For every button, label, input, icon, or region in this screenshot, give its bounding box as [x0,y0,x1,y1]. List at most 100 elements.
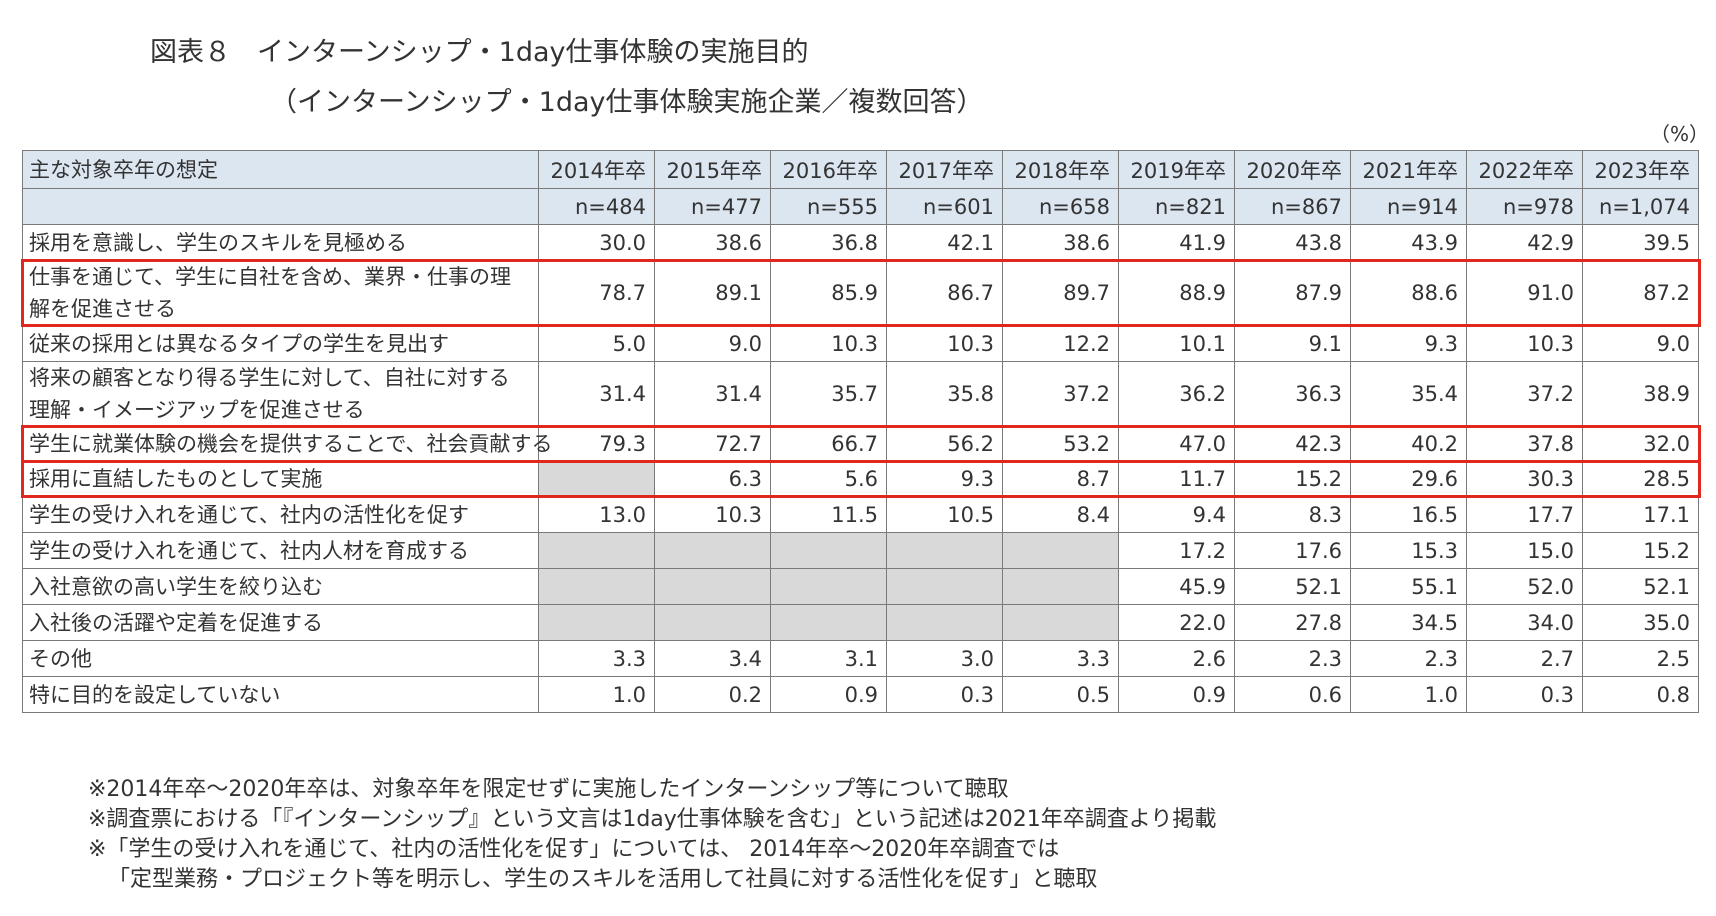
year-header: 2019年卒 [1118,150,1235,189]
sample-size-cell: n=601 [886,188,1003,225]
year-header: 2014年卒 [538,150,655,189]
figure-number: 図表８ [150,37,231,68]
sample-size-cell: n=978 [1466,188,1583,225]
empty-cell [886,532,1003,569]
sample-size-cell: n=914 [1350,188,1467,225]
value-cell: 10.3 [654,496,771,533]
value-cell: 8.7 [1002,461,1119,497]
value-cell: 9.3 [1350,325,1467,362]
value-cell: 36.8 [770,224,887,261]
table-row: その他 3.3 3.4 3.1 3.0 3.3 2.6 2.3 2.3 2.7 2.5 [22,640,1699,677]
row-label: 入社意欲の高い学生を絞り込む [22,568,539,605]
empty-cell [886,604,1003,641]
value-cell: 15.2 [1234,461,1351,497]
value-cell: 0.8 [1582,676,1699,713]
value-cell: 35.7 [770,361,887,427]
year-header: 2015年卒 [654,150,771,189]
value-cell: 55.1 [1350,568,1467,605]
value-cell: 86.7 [886,260,1003,326]
value-cell: 40.2 [1350,426,1467,462]
value-cell: 47.0 [1118,426,1235,462]
value-cell: 0.3 [1466,676,1583,713]
year-header: 2016年卒 [770,150,887,189]
value-cell: 85.9 [770,260,887,326]
value-cell: 27.8 [1234,604,1351,641]
value-cell: 17.6 [1234,532,1351,569]
year-header: 2018年卒 [1002,150,1119,189]
table-row: 学生に就業体験の機会を提供することで、社会貢献する 79.3 72.7 66.7 56.… [22,426,1699,462]
value-cell: 17.7 [1466,496,1583,533]
value-cell: 43.9 [1350,224,1467,261]
sample-size-cell: n=821 [1118,188,1235,225]
value-cell: 11.5 [770,496,887,533]
value-cell: 9.1 [1234,325,1351,362]
value-cell: 37.8 [1466,426,1583,462]
value-cell: 10.3 [1466,325,1583,362]
year-header: 2021年卒 [1350,150,1467,189]
value-cell: 1.0 [1350,676,1467,713]
table-row: 将来の顧客となり得る学生に対して、自社に対する理解・イメージアップを促進させる 3… [22,361,1699,427]
table-row: 入社後の活躍や定着を促進する 22.0 27.8 34.5 34.0 35.0 [22,604,1699,641]
value-cell: 2.5 [1582,640,1699,677]
value-cell: 22.0 [1118,604,1235,641]
sample-size-label [22,188,539,225]
value-cell: 17.1 [1582,496,1699,533]
value-cell: 8.4 [1002,496,1119,533]
empty-cell [770,532,887,569]
row-label: 採用に直結したものとして実施 [22,461,539,497]
note-4: 「定型業務・プロジェクト等を明示し、学生のスキルを活用して社員に対する活性化を促… [108,867,1098,892]
value-cell: 2.6 [1118,640,1235,677]
empty-cell [770,568,887,605]
value-cell: 30.0 [538,224,655,261]
figure-subtitle: （インターンシップ・1day仕事体験実施企業／複数回答） [270,87,984,118]
value-cell: 0.9 [1118,676,1235,713]
value-cell: 0.9 [770,676,887,713]
value-cell: 35.0 [1582,604,1699,641]
value-cell: 37.2 [1002,361,1119,427]
empty-cell [770,604,887,641]
table-row: 採用に直結したものとして実施 6.3 5.6 9.3 8.7 11.7 15.2 29.6 30… [22,461,1699,497]
value-cell: 3.1 [770,640,887,677]
note-3: ※「学生の受け入れを通じて、社内の活性化を促す」については、 2014年卒～20… [88,837,1060,862]
value-cell: 3.0 [886,640,1003,677]
table-row: 学生の受け入れを通じて、社内の活性化を促す 13.0 10.3 11.5 10.5 8.4… [22,496,1699,533]
value-cell: 15.2 [1582,532,1699,569]
value-cell: 34.0 [1466,604,1583,641]
empty-cell [1002,604,1119,641]
value-cell: 30.3 [1466,461,1583,497]
value-cell: 31.4 [538,361,655,427]
value-cell: 9.0 [654,325,771,362]
value-cell: 66.7 [770,426,887,462]
value-cell: 5.6 [770,461,887,497]
sample-size-cell: n=477 [654,188,771,225]
value-cell: 3.3 [1002,640,1119,677]
value-cell: 0.3 [886,676,1003,713]
row-label: その他 [22,640,539,677]
value-cell: 53.2 [1002,426,1119,462]
row-label: 仕事を通じて、学生に自社を含め、業界・仕事の理解を促進させる [22,260,539,326]
notes: ※2014年卒～2020年卒は、対象卒年を限定せずに実施したインターンシップ等に… [88,775,1216,895]
value-cell: 0.5 [1002,676,1119,713]
empty-cell [538,604,655,641]
value-cell: 91.0 [1466,260,1583,326]
sample-size-cell: n=484 [538,188,655,225]
row-label: 学生の受け入れを通じて、社内人材を育成する [22,532,539,569]
value-cell: 37.2 [1466,361,1583,427]
empty-cell [1002,568,1119,605]
value-cell: 0.6 [1234,676,1351,713]
value-cell: 3.4 [654,640,771,677]
table-row: 入社意欲の高い学生を絞り込む 45.9 52.1 55.1 52.0 52.1 [22,568,1699,605]
sample-size-cell: n=1,074 [1582,188,1699,225]
value-cell: 9.3 [886,461,1003,497]
value-cell: 72.7 [654,426,771,462]
value-cell: 29.6 [1350,461,1467,497]
value-cell: 10.3 [770,325,887,362]
value-cell: 42.3 [1234,426,1351,462]
value-cell: 42.9 [1466,224,1583,261]
table-row: 採用を意識し、学生のスキルを見極める 30.0 38.6 36.8 42.1 38.6 41… [22,224,1699,261]
value-cell: 41.9 [1118,224,1235,261]
value-cell: 52.1 [1582,568,1699,605]
value-cell: 34.5 [1350,604,1467,641]
header-label: 主な対象卒年の想定 [22,150,539,189]
value-cell: 15.0 [1466,532,1583,569]
